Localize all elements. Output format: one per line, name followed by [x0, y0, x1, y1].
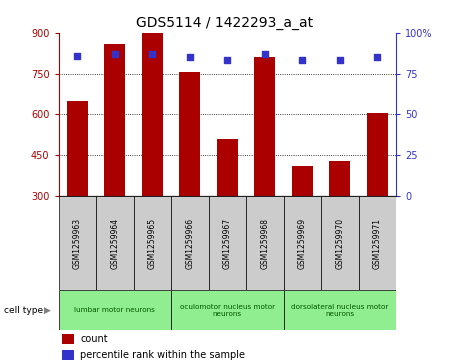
Text: GSM1259964: GSM1259964 — [110, 218, 119, 269]
Bar — [62, 350, 74, 360]
Bar — [58, 290, 171, 330]
Bar — [292, 166, 313, 196]
Text: ▶: ▶ — [44, 306, 51, 315]
Bar — [254, 57, 275, 196]
Text: GSM1259967: GSM1259967 — [223, 218, 232, 269]
Bar — [246, 196, 284, 290]
Point — [261, 51, 268, 57]
Text: oculomotor nucleus motor
neurons: oculomotor nucleus motor neurons — [180, 304, 275, 317]
Bar — [142, 33, 162, 196]
Text: GSM1259963: GSM1259963 — [73, 218, 82, 269]
Bar — [171, 290, 284, 330]
Text: count: count — [81, 334, 108, 344]
Bar — [180, 72, 200, 196]
Point — [224, 57, 231, 63]
Text: GDS5114 / 1422293_a_at: GDS5114 / 1422293_a_at — [136, 16, 314, 30]
Text: GSM1259966: GSM1259966 — [185, 218, 194, 269]
Bar — [67, 101, 88, 196]
Bar — [329, 160, 350, 196]
Point — [111, 51, 118, 57]
Bar — [104, 44, 125, 196]
Bar — [96, 196, 134, 290]
Bar — [58, 196, 96, 290]
Bar — [208, 196, 246, 290]
Text: GSM1259970: GSM1259970 — [335, 218, 344, 269]
Text: GSM1259969: GSM1259969 — [298, 218, 307, 269]
Text: GSM1259968: GSM1259968 — [260, 218, 269, 269]
Point — [336, 57, 343, 63]
Point — [374, 54, 381, 60]
Point — [186, 54, 194, 60]
Text: dorsolateral nucleus motor
neurons: dorsolateral nucleus motor neurons — [291, 304, 388, 317]
Text: lumbar motor neurons: lumbar motor neurons — [74, 307, 155, 313]
Bar — [321, 196, 359, 290]
Text: cell type: cell type — [4, 306, 44, 315]
Bar — [284, 196, 321, 290]
Text: percentile rank within the sample: percentile rank within the sample — [81, 350, 245, 360]
Point — [148, 51, 156, 57]
Bar — [134, 196, 171, 290]
Bar — [62, 334, 74, 344]
Text: GSM1259971: GSM1259971 — [373, 218, 382, 269]
Bar — [217, 139, 238, 196]
Point — [74, 53, 81, 58]
Bar — [359, 196, 396, 290]
Bar — [367, 113, 387, 196]
Point — [299, 57, 306, 63]
Bar — [171, 196, 208, 290]
Text: GSM1259965: GSM1259965 — [148, 218, 157, 269]
Bar — [284, 290, 396, 330]
